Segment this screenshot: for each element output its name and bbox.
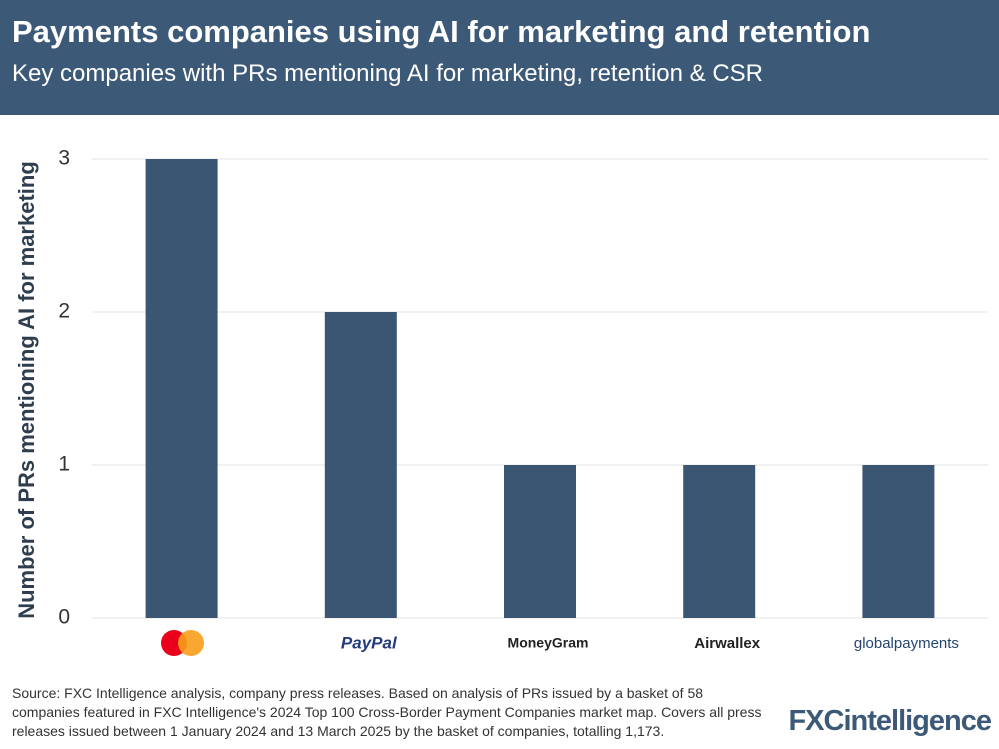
bar: [504, 465, 576, 618]
chart-subtitle: Key companies with PRs mentioning AI for…: [12, 60, 764, 87]
y-tick-label: 3: [58, 147, 70, 170]
bar: [145, 159, 218, 618]
bar: [862, 465, 935, 618]
bar: [324, 312, 397, 618]
x-tick-label: globalpayments: [854, 635, 959, 652]
y-tick-label: 2: [58, 300, 70, 323]
chart: Number of PRs mentioning AI for marketin…: [14, 147, 988, 656]
logo-circle: [178, 630, 204, 656]
y-axis-label: Number of PRs mentioning AI for marketin…: [14, 161, 39, 619]
source-note: Source: FXC Intelligence analysis, compa…: [12, 685, 762, 739]
x-tick-label: MoneyGram: [508, 635, 589, 651]
bar: [683, 465, 756, 618]
y-tick-label: 0: [58, 606, 70, 629]
mastercard-logo: [161, 630, 204, 656]
chart-title: Payments companies using AI for marketin…: [12, 14, 871, 49]
x-tick-label: Airwallex: [694, 635, 761, 652]
header: Payments companies using AI for marketin…: [0, 0, 999, 115]
x-tick-label: PayPal: [341, 633, 398, 652]
brand-logo: FXCintelligence: [788, 705, 992, 737]
y-tick-label: 1: [58, 453, 70, 476]
